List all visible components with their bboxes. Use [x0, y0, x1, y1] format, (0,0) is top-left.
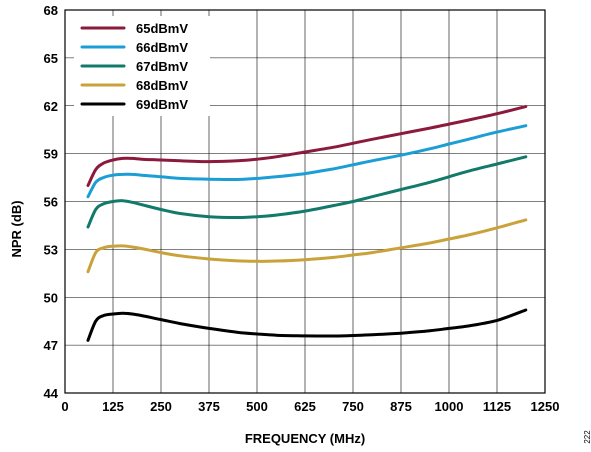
x-tick-label: 250 — [150, 399, 172, 414]
x-tick-label: 750 — [342, 399, 364, 414]
legend-label: 68dBmV — [136, 78, 188, 93]
y-tick-label: 44 — [44, 386, 59, 401]
x-axis-title: FREQUENCY (MHz) — [245, 431, 365, 446]
y-tick-label: 56 — [44, 195, 58, 210]
y-tick-label: 65 — [44, 51, 58, 66]
x-tick-label: 1000 — [435, 399, 464, 414]
y-tick-label: 68 — [44, 3, 58, 18]
y-tick-label: 50 — [44, 290, 58, 305]
y-tick-label: 59 — [44, 147, 58, 162]
series-line-69dBmV — [86, 308, 528, 342]
side-note: 222 — [583, 430, 591, 444]
legend-label: 67dBmV — [136, 59, 188, 74]
y-tick-label: 62 — [44, 99, 58, 114]
y-tick-label: 53 — [44, 242, 58, 257]
series-lines — [86, 105, 528, 342]
series-line-66dBmV — [86, 124, 528, 199]
x-tick-label: 375 — [198, 399, 220, 414]
legend-label: 66dBmV — [136, 40, 188, 55]
x-tick-label: 625 — [294, 399, 316, 414]
plot-frame — [64, 9, 546, 394]
x-axis-ticks: 0 125 250 375 500 625 750 875 1000 1125 1250 — [61, 399, 559, 414]
x-tick-label: 1125 — [483, 399, 511, 414]
y-axis-title: NPR (dB) — [9, 200, 24, 257]
x-tick-label: 0 — [61, 399, 68, 414]
y-tick-label: 47 — [44, 338, 58, 353]
x-tick-label: 125 — [102, 399, 124, 414]
series-line-67dBmV — [86, 155, 528, 229]
x-tick-label: 875 — [390, 399, 412, 414]
legend: 65dBmV 66dBmV 67dBmV 68dBmV 69dBmV — [74, 16, 210, 116]
series-line-68dBmV — [86, 218, 528, 274]
legend-label: 69dBmV — [136, 97, 188, 112]
y-axis-ticks: 44 47 50 53 56 59 62 65 68 — [44, 3, 59, 401]
legend-label: 65dBmV — [136, 21, 188, 36]
x-tick-label: 500 — [246, 399, 268, 414]
x-tick-label: 1250 — [531, 399, 560, 414]
series-line-65dBmV — [86, 105, 528, 187]
